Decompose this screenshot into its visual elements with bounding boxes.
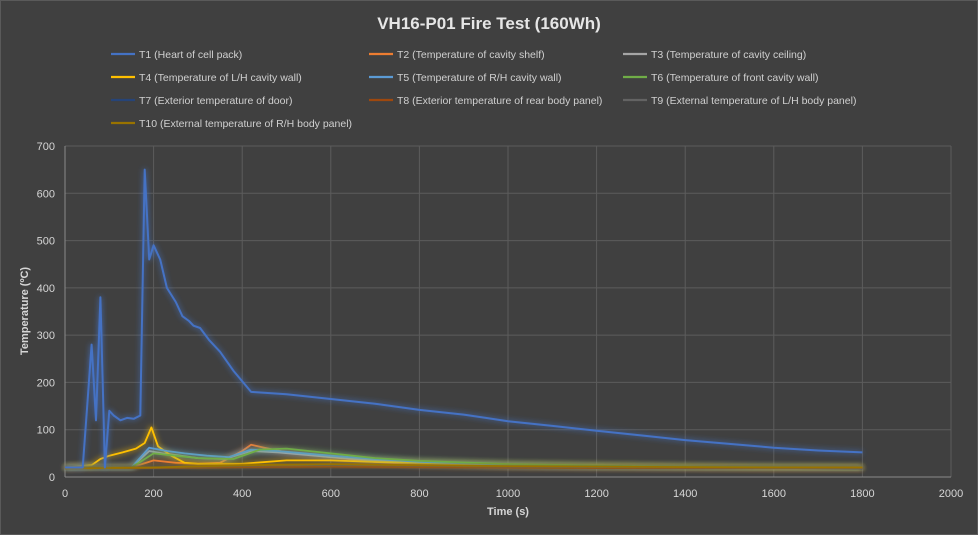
x-tick-label: 1000 <box>496 488 520 500</box>
y-tick-label: 600 <box>37 188 55 200</box>
legend-item-t4[interactable]: T4 (Temperature of L/H cavity wall) <box>111 72 302 84</box>
y-tick-label: 500 <box>37 236 55 248</box>
legend: T1 (Heart of cell pack) T2 (Temperature o… <box>111 49 856 130</box>
y-tick-label: 200 <box>37 377 55 389</box>
legend-label: T2 (Temperature of cavity shelf) <box>397 49 545 61</box>
x-tick-label: 400 <box>233 488 251 500</box>
legend-label: T9 (External temperature of L/H body pan… <box>651 95 856 107</box>
legend-label: T8 (Exterior temperature of rear body pa… <box>397 95 602 107</box>
series-line-t10 <box>64 463 863 470</box>
x-tick-label: 0 <box>62 488 68 500</box>
legend-item-t7[interactable]: T7 (Exterior temperature of door) <box>111 95 292 107</box>
legend-item-t5[interactable]: T5 (Temperature of R/H cavity wall) <box>369 72 562 84</box>
legend-item-t9[interactable]: T9 (External temperature of L/H body pan… <box>623 95 856 107</box>
legend-item-t8[interactable]: T8 (Exterior temperature of rear body pa… <box>369 95 602 107</box>
x-tick-label: 1600 <box>762 488 786 500</box>
y-axis-title: Temperature (ºC) <box>19 267 31 355</box>
chart-title: VH16-P01 Fire Test (160Wh) <box>377 14 601 33</box>
legend-label: T10 (External temperature of R/H body pa… <box>139 118 352 130</box>
series-line-t4 <box>64 426 863 469</box>
legend-label: T5 (Temperature of R/H cavity wall) <box>397 72 562 84</box>
x-tick-label: 1400 <box>673 488 697 500</box>
legend-label: T3 (Temperature of cavity ceiling) <box>651 49 806 61</box>
legend-item-t2[interactable]: T2 (Temperature of cavity shelf) <box>369 49 545 61</box>
legend-label: T4 (Temperature of L/H cavity wall) <box>139 72 302 84</box>
y-tick-label: 400 <box>37 283 55 295</box>
legend-item-t3[interactable]: T3 (Temperature of cavity ceiling) <box>623 49 806 61</box>
x-tick-label: 2000 <box>939 488 963 500</box>
x-axis-ticks: 0 200 400 600 800 1000 1200 1400 1600 1800 2000 <box>62 488 963 500</box>
y-axis-ticks: 0 100 200 300 400 500 600 700 <box>37 141 55 484</box>
x-tick-label: 1200 <box>584 488 608 500</box>
series-group <box>64 168 863 470</box>
legend-label: T6 (Temperature of front cavity wall) <box>651 72 818 84</box>
legend-label: T7 (Exterior temperature of door) <box>139 95 292 107</box>
legend-item-t6[interactable]: T6 (Temperature of front cavity wall) <box>623 72 818 84</box>
y-tick-label: 100 <box>37 425 55 437</box>
x-tick-label: 200 <box>144 488 162 500</box>
x-tick-label: 800 <box>410 488 428 500</box>
series-line-t1 <box>65 168 863 469</box>
y-tick-label: 300 <box>37 330 55 342</box>
y-tick-label: 700 <box>37 141 55 153</box>
x-tick-label: 1800 <box>850 488 874 500</box>
x-tick-label: 600 <box>322 488 340 500</box>
legend-item-t10[interactable]: T10 (External temperature of R/H body pa… <box>111 118 352 130</box>
grid <box>64 145 952 478</box>
x-axis-title: Time (s) <box>487 506 529 518</box>
legend-item-t1[interactable]: T1 (Heart of cell pack) <box>111 49 242 61</box>
legend-label: T1 (Heart of cell pack) <box>139 49 242 61</box>
y-tick-label: 0 <box>49 472 55 484</box>
